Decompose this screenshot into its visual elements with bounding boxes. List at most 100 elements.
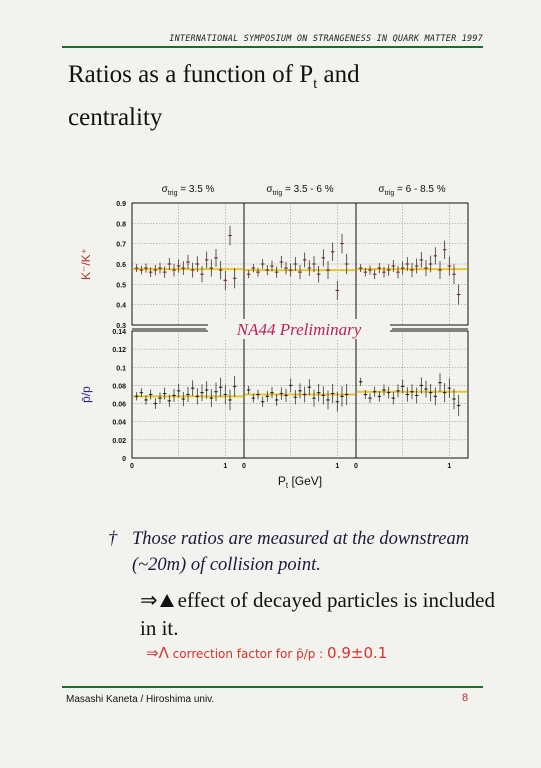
x-tick-label-1-1: 0 <box>130 463 134 470</box>
data-point-2-3-18 <box>439 381 441 384</box>
footer-author: Masashi Kaneta / Hiroshima univ. <box>66 694 215 705</box>
data-point-2-3-8 <box>392 397 395 400</box>
data-point-1-1-6 <box>159 267 161 269</box>
data-point-1-3-7 <box>387 269 390 271</box>
data-point-2-1-4 <box>149 393 152 396</box>
data-point-2-1-12 <box>187 393 189 396</box>
data-point-1-3-6 <box>383 271 385 274</box>
data-point-1-3-5 <box>378 267 381 269</box>
data-point-2-3-1 <box>359 380 362 383</box>
data-point-2-1-8 <box>168 399 171 402</box>
data-point-1-3-13 <box>415 265 418 267</box>
data-point-2-1-18 <box>215 390 217 393</box>
y-tick-label-1-1: 0.9 <box>116 201 126 208</box>
data-point-2-3-6 <box>383 389 385 391</box>
data-point-1-1-10 <box>177 265 180 267</box>
data-point-1-1-5 <box>154 269 157 271</box>
data-point-1-1-4 <box>149 271 152 274</box>
data-point-1-2-7 <box>275 271 278 274</box>
data-point-2-3-5 <box>378 395 381 398</box>
data-point-2-1-14 <box>196 395 199 398</box>
data-point-1-3-14 <box>420 259 423 261</box>
data-point-2-2-8 <box>280 392 283 395</box>
data-point-1-2-14 <box>308 267 311 269</box>
y-axis-label-1: K⁻/K⁺ <box>79 248 93 280</box>
data-point-1-3-17 <box>434 254 437 257</box>
data-point-2-2-9 <box>285 394 287 397</box>
data-point-1-2-1 <box>247 273 250 276</box>
effect-text: effect of decayed particles is included … <box>140 588 495 640</box>
data-point-2-3-22 <box>457 404 460 407</box>
data-point-1-3-4 <box>373 273 376 276</box>
data-point-2-2-18 <box>327 399 329 401</box>
data-point-1-2-9 <box>285 267 287 269</box>
hand-arrow: ⇒Λ <box>146 644 169 662</box>
data-point-2-3-16 <box>429 391 432 394</box>
y-tick-label-2-4: 0.08 <box>112 383 126 390</box>
column-heading-1: σtrig = 3.5 % <box>162 184 215 197</box>
data-point-2-2-16 <box>317 391 320 394</box>
data-point-2-3-4 <box>373 390 376 393</box>
data-point-1-1-3 <box>145 267 147 269</box>
y-tick-label-1-5: 0.5 <box>116 282 126 289</box>
data-point-1-1-11 <box>182 267 185 269</box>
title-part1-end: and <box>317 61 360 88</box>
x-tick-label-2-2: 1 <box>335 463 339 470</box>
x-tick-label-2-1: 0 <box>242 463 246 470</box>
data-point-1-2-15 <box>313 263 315 265</box>
data-point-1-2-5 <box>266 269 269 271</box>
y-tick-label-2-7: 0.02 <box>112 438 126 445</box>
data-point-1-1-18 <box>215 257 217 259</box>
y-tick-label-2-2: 0.12 <box>112 347 126 354</box>
hand-value: 0.9±0.1 <box>327 644 388 662</box>
panel-frame-1-3 <box>355 202 469 326</box>
data-point-1-1-16 <box>205 259 208 261</box>
bottom-rule <box>62 686 483 688</box>
data-point-2-2-20 <box>336 400 339 403</box>
y-tick-label-2-6: 0.04 <box>112 420 126 427</box>
preliminary-annotation: NA44 Preliminary <box>236 320 362 339</box>
data-point-1-2-17 <box>322 257 325 259</box>
data-point-2-3-17 <box>434 395 437 398</box>
data-point-1-1-2 <box>140 269 143 271</box>
data-point-1-1-12 <box>187 261 189 263</box>
conference-header: INTERNATIONAL SYMPOSIUM ON STRANGENESS I… <box>169 34 483 44</box>
slide-title: Ratios as a function of Pt and centrality <box>68 58 468 135</box>
y-tick-label-2-5: 0.06 <box>112 402 126 409</box>
data-point-2-1-2 <box>140 391 143 394</box>
data-point-1-3-12 <box>411 269 413 271</box>
data-point-1-2-4 <box>261 263 264 265</box>
y-axis-label-2: p̄/p <box>79 386 93 403</box>
data-point-1-1-1 <box>135 267 138 269</box>
data-point-1-3-3 <box>369 269 371 271</box>
data-point-2-2-12 <box>299 389 301 392</box>
data-point-1-1-21 <box>229 234 231 237</box>
y-tick-label-1-2: 0.8 <box>116 221 126 228</box>
x-tick-label-3-1: 0 <box>354 463 358 470</box>
data-point-1-1-22 <box>233 277 236 280</box>
data-point-2-3-9 <box>397 389 399 392</box>
y-tick-label-2-3: 0.1 <box>116 365 126 372</box>
data-point-1-2-19 <box>331 250 334 253</box>
data-point-1-3-16 <box>429 263 432 265</box>
y-tick-label-1-6: 0.4 <box>116 303 126 310</box>
x-tick-label-1-2: 1 <box>223 463 227 470</box>
data-point-2-3-3 <box>369 397 371 400</box>
y-tick-label-1-4: 0.6 <box>116 262 126 269</box>
effect-arrow: ⇒ <box>140 588 158 612</box>
data-point-1-2-12 <box>299 271 301 274</box>
title-subscript: t <box>313 76 318 92</box>
data-point-2-3-2 <box>364 393 367 396</box>
title-part2: centrality <box>68 104 163 131</box>
data-point-2-1-6 <box>159 397 161 400</box>
data-point-2-1-5 <box>154 402 157 405</box>
panel-frame-1-2 <box>243 202 357 326</box>
data-point-1-1-8 <box>168 263 171 265</box>
data-point-2-2-22 <box>345 393 348 396</box>
data-point-1-1-20 <box>224 279 227 282</box>
data-point-2-1-16 <box>205 389 208 391</box>
data-point-2-2-15 <box>313 397 315 400</box>
data-point-2-3-15 <box>425 388 427 390</box>
data-point-1-3-1 <box>359 267 362 269</box>
effect-note: ⇒ effect of decayed particles is included… <box>140 586 500 642</box>
